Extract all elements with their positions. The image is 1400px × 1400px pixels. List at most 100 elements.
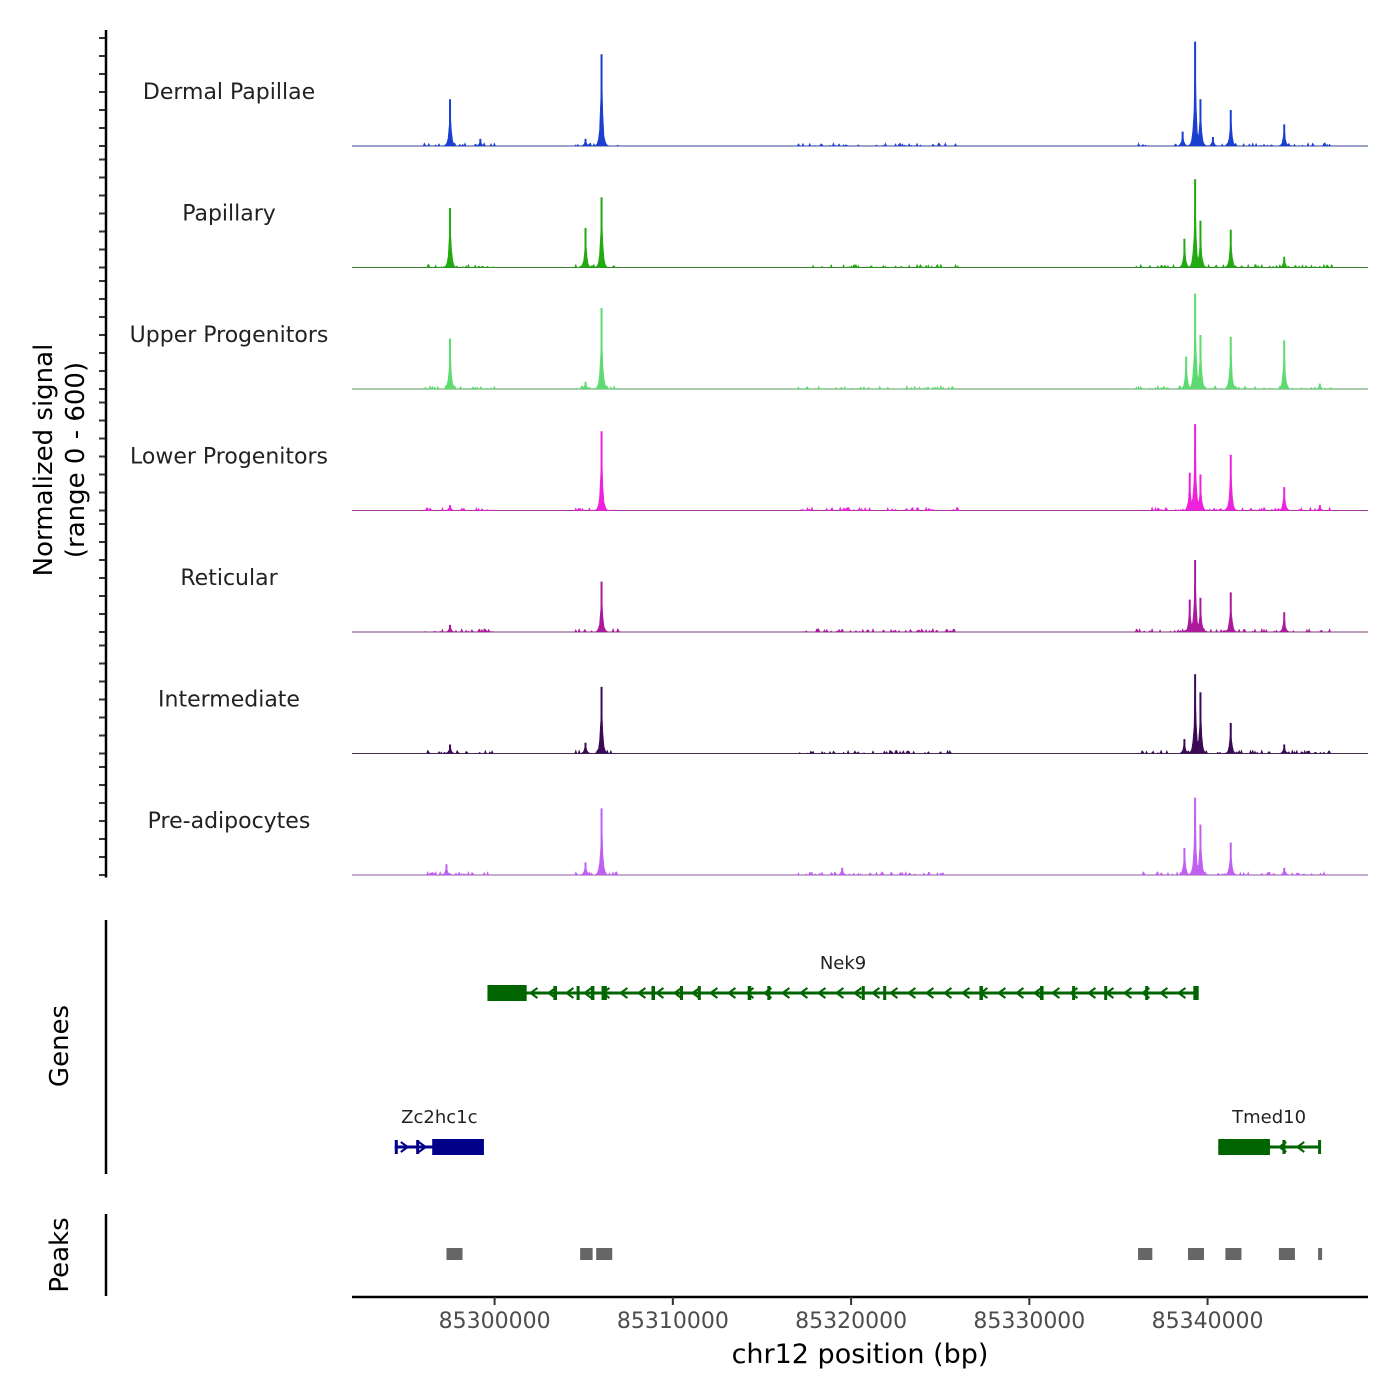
strand-arrow xyxy=(1176,987,1187,999)
x-tick-label: 85320000 xyxy=(795,1309,907,1334)
strand-arrow xyxy=(888,987,899,999)
track-label-lower-progenitors: Lower Progenitors xyxy=(130,445,328,470)
peak-region xyxy=(446,1248,463,1260)
track-label-papillary: Papillary xyxy=(182,202,276,227)
track-label-intermediate: Intermediate xyxy=(158,688,300,713)
exon xyxy=(416,1140,420,1154)
signal-area-lower-progenitors xyxy=(352,426,1368,512)
exon xyxy=(747,986,752,1000)
track-dermal-papillae: Dermal Papillae xyxy=(143,41,1368,147)
x-tick-label: 85340000 xyxy=(1152,1309,1264,1334)
signal-area-dermal-papillae xyxy=(352,51,1368,147)
exon xyxy=(1193,986,1199,1000)
exon xyxy=(1282,1140,1286,1154)
strand-arrow xyxy=(906,987,917,999)
exon xyxy=(1145,986,1149,1000)
strand-arrow xyxy=(582,987,593,999)
strand-arrow xyxy=(564,987,575,999)
gene-track: Nek9 Zc2hc1c Tmed10 xyxy=(104,920,1322,1174)
strand-arrow xyxy=(546,987,557,999)
exon xyxy=(1318,1140,1322,1154)
signal-area-papillary xyxy=(352,195,1368,269)
peaks-track-label: Peaks xyxy=(45,1217,75,1292)
track-label-upper-progenitors: Upper Progenitors xyxy=(130,323,329,348)
y-axis-title-line1: Normalized signal xyxy=(29,344,59,577)
strand-arrow xyxy=(834,987,845,999)
strand-arrow xyxy=(690,987,701,999)
genes-track-label: Genes xyxy=(45,1005,75,1087)
strand-arrow xyxy=(636,987,647,999)
signal-area-pre-adipocytes xyxy=(352,798,1368,876)
strand-arrow xyxy=(798,987,809,999)
gene-nek9: Nek9 xyxy=(487,953,1199,1001)
exon xyxy=(979,986,983,1000)
signal-area-intermediate xyxy=(352,683,1368,755)
x-tick-label: 85300000 xyxy=(439,1309,551,1334)
strand-arrow xyxy=(1050,987,1061,999)
strand-arrow xyxy=(1158,987,1169,999)
signal-area-reticular xyxy=(352,566,1368,633)
signal-area-upper-progenitors xyxy=(352,311,1368,390)
gene-label-tmed10: Tmed10 xyxy=(1231,1107,1306,1128)
peak-region xyxy=(596,1248,613,1260)
track-upper-progenitors: Upper Progenitors xyxy=(130,293,1368,390)
strand-arrow xyxy=(1014,987,1025,999)
strand-arrow xyxy=(1122,987,1133,999)
gene-label-nek9: Nek9 xyxy=(820,953,866,974)
exon xyxy=(883,986,887,1000)
strand-arrow xyxy=(1032,987,1043,999)
strand-arrow xyxy=(400,1141,410,1153)
gene-tmed10: Tmed10 xyxy=(1218,1107,1322,1155)
exon xyxy=(1040,986,1044,1000)
strand-arrow xyxy=(870,987,881,999)
track-label-dermal-papillae: Dermal Papillae xyxy=(143,80,315,105)
peak-track xyxy=(104,1214,1323,1296)
track-label-pre-adipocytes: Pre-adipocytes xyxy=(148,809,311,834)
strand-arrow xyxy=(780,987,791,999)
strand-arrow xyxy=(924,987,935,999)
exon xyxy=(1104,986,1108,1000)
strand-arrow xyxy=(816,987,827,999)
strand-arrow xyxy=(960,987,971,999)
exon xyxy=(651,986,656,1000)
track-papillary: Papillary xyxy=(182,179,1368,269)
track-lower-progenitors: Lower Progenitors xyxy=(130,424,1368,512)
exon xyxy=(553,986,557,1000)
peak-region xyxy=(1187,1248,1205,1260)
exon xyxy=(394,1140,398,1154)
exon xyxy=(1072,986,1076,1000)
peak-region xyxy=(580,1248,593,1260)
peak-region xyxy=(1225,1248,1242,1260)
exon xyxy=(576,986,580,1000)
strand-arrow xyxy=(418,1141,428,1153)
strand-arrow xyxy=(1086,987,1097,999)
strand-arrow xyxy=(1295,1141,1305,1153)
x-tick-label: 85330000 xyxy=(973,1309,1085,1334)
track-reticular: Reticular xyxy=(180,560,1368,633)
strand-arrow xyxy=(942,987,953,999)
y-axis-title-line2: (range 0 - 600) xyxy=(61,362,91,558)
exon xyxy=(590,986,595,1000)
axes: 85300000 85310000 85320000 85330000 85340000 xyxy=(99,30,1368,1334)
peak-region xyxy=(1278,1248,1295,1260)
gene-label-zc2hc1c: Zc2hc1c xyxy=(401,1107,477,1128)
peak-region xyxy=(1138,1248,1153,1260)
exon xyxy=(861,986,865,1000)
exon xyxy=(432,1139,484,1155)
strand-arrow xyxy=(528,987,539,999)
strand-arrow xyxy=(618,987,629,999)
track-pre-adipocytes: Pre-adipocytes xyxy=(148,797,1368,876)
exon xyxy=(679,986,683,1000)
strand-arrow xyxy=(852,987,863,999)
exon xyxy=(487,985,527,1001)
track-label-reticular: Reticular xyxy=(180,566,278,591)
strand-arrow xyxy=(672,987,683,999)
strand-arrow xyxy=(726,987,737,999)
exon xyxy=(1218,1139,1270,1155)
strand-arrow xyxy=(654,987,665,999)
strand-arrow xyxy=(996,987,1007,999)
x-axis-title: chr12 position (bp) xyxy=(732,1339,989,1370)
exon xyxy=(601,986,607,1000)
strand-arrow xyxy=(1068,987,1079,999)
